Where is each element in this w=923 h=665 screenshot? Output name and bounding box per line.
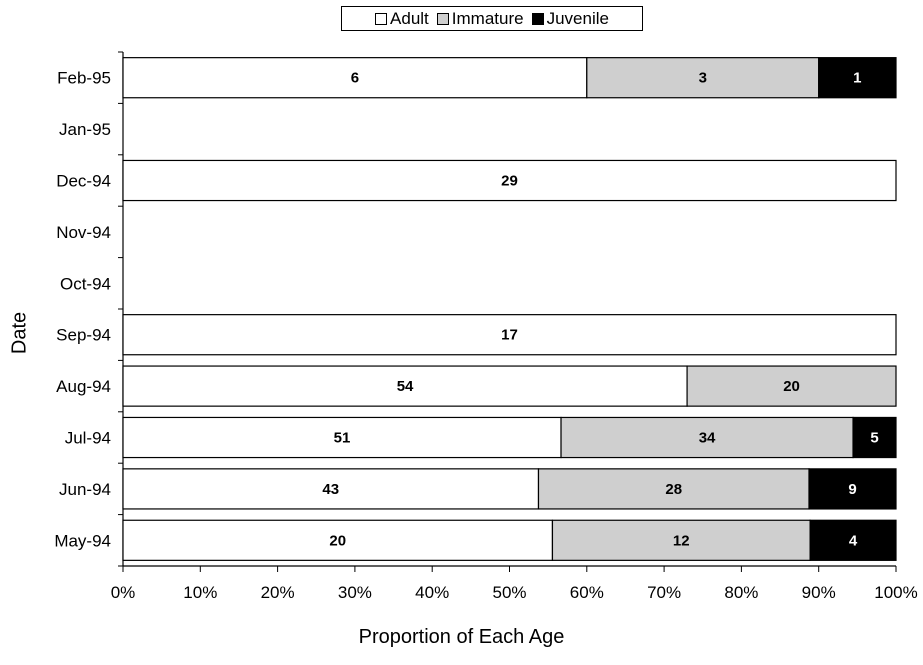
x-tick-label: 10% — [183, 583, 217, 602]
bar-juvenile — [852, 416, 897, 459]
x-tick-label: 70% — [647, 583, 681, 602]
bar-immature — [586, 57, 820, 99]
data-label-immature: 20 — [783, 378, 800, 395]
legend-label-immature: Immature — [451, 8, 524, 28]
y-tick-label: Feb-95 — [57, 69, 111, 88]
y-tick-label: Sep-94 — [56, 326, 111, 345]
data-label-adult: 54 — [397, 378, 414, 395]
legend-label-juvenile: Juvenile — [546, 8, 609, 28]
bar-adult — [122, 314, 897, 356]
x-tick-label: 100% — [874, 583, 917, 602]
data-label-juvenile: 4 — [849, 532, 858, 549]
x-tick-label: 20% — [261, 583, 295, 602]
y-tick-label: Nov-94 — [56, 223, 111, 242]
x-tick-label: 80% — [724, 583, 758, 602]
bar-juvenile — [808, 468, 897, 510]
legend-swatch-adult — [375, 12, 388, 25]
y-tick-label: Dec-94 — [56, 172, 111, 191]
bar-immature — [686, 365, 897, 407]
y-tick-label: Jun-94 — [59, 480, 111, 499]
data-label-immature: 3 — [699, 70, 707, 87]
x-tick-label: 30% — [338, 583, 372, 602]
bar-adult — [122, 159, 897, 202]
bar-adult — [122, 57, 588, 99]
x-tick-label: 40% — [415, 583, 449, 602]
data-label-immature: 34 — [699, 430, 716, 447]
legend-label-adult: Adult — [390, 8, 429, 28]
legend: Adult Immature Juvenile — [341, 6, 643, 31]
bar-immature — [551, 519, 811, 561]
y-tick-label: May-94 — [54, 531, 111, 550]
legend-item-juvenile: Juvenile — [531, 8, 609, 29]
x-tick-label: 0% — [111, 583, 136, 602]
y-tick-label: Oct-94 — [60, 274, 111, 293]
x-tick-label: 50% — [492, 583, 526, 602]
legend-swatch-juvenile — [531, 12, 544, 25]
x-axis-title: Proportion of Each Age — [358, 626, 565, 648]
y-tick-label: Jan-95 — [59, 120, 111, 139]
data-label-adult: 20 — [329, 532, 346, 549]
data-label-juvenile: 9 — [848, 481, 856, 498]
data-label-juvenile: 5 — [870, 430, 878, 447]
bar-adult — [122, 416, 562, 459]
y-tick-label: Aug-94 — [56, 377, 111, 396]
data-label-juvenile: 1 — [853, 70, 861, 87]
bar-immature — [560, 416, 854, 459]
bar-juvenile — [809, 519, 897, 561]
y-axis-title: Date — [8, 311, 31, 355]
data-label-adult: 43 — [322, 481, 339, 498]
data-label-adult: 29 — [501, 173, 518, 190]
x-tick-label: 90% — [802, 583, 836, 602]
x-tick-label: 60% — [570, 583, 604, 602]
bar-juvenile — [818, 57, 897, 99]
y-tick-label: Jul-94 — [65, 429, 111, 448]
legend-swatch-immature — [436, 12, 449, 25]
data-label-immature: 28 — [665, 481, 682, 498]
bar-adult — [122, 365, 688, 407]
data-label-adult: 6 — [351, 70, 359, 87]
bar-immature — [537, 468, 810, 510]
legend-item-adult: Adult — [375, 9, 429, 29]
data-label-adult: 51 — [334, 430, 351, 447]
bar-adult — [122, 468, 540, 510]
legend-item-immature: Immature — [436, 8, 524, 29]
data-label-immature: 12 — [673, 532, 690, 549]
data-label-adult: 17 — [501, 327, 518, 344]
